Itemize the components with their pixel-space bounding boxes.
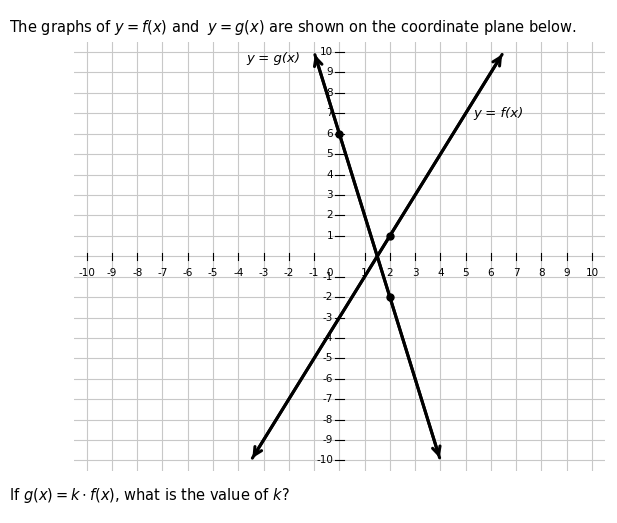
- Text: 4: 4: [437, 267, 444, 278]
- Text: -1: -1: [309, 267, 319, 278]
- Text: -5: -5: [208, 267, 218, 278]
- Text: 1: 1: [326, 231, 333, 241]
- Text: -7: -7: [323, 394, 333, 404]
- Text: -9: -9: [107, 267, 117, 278]
- Text: -8: -8: [323, 415, 333, 425]
- Text: -3: -3: [259, 267, 269, 278]
- Text: -8: -8: [132, 267, 143, 278]
- Text: -3: -3: [323, 313, 333, 323]
- Text: -10: -10: [78, 267, 95, 278]
- Text: 2: 2: [387, 267, 393, 278]
- Text: 6: 6: [326, 129, 333, 139]
- Text: 10: 10: [320, 47, 333, 57]
- Text: 9: 9: [563, 267, 570, 278]
- Text: -9: -9: [323, 435, 333, 445]
- Text: 7: 7: [513, 267, 520, 278]
- Text: 3: 3: [326, 190, 333, 200]
- Text: 1: 1: [362, 267, 368, 278]
- Text: -6: -6: [183, 267, 193, 278]
- Text: -5: -5: [323, 354, 333, 363]
- Text: -4: -4: [323, 333, 333, 343]
- Text: 5: 5: [326, 149, 333, 159]
- Text: -4: -4: [233, 267, 244, 278]
- Text: 10: 10: [586, 267, 598, 278]
- Text: -7: -7: [157, 267, 168, 278]
- Text: 9: 9: [326, 67, 333, 77]
- Text: 0: 0: [326, 267, 333, 278]
- Text: 8: 8: [538, 267, 545, 278]
- Text: 3: 3: [412, 267, 418, 278]
- Text: If $g(x) = k \cdot f(x)$, what is the value of $k$?: If $g(x) = k \cdot f(x)$, what is the va…: [9, 486, 290, 505]
- Text: y = g(x): y = g(x): [246, 52, 300, 65]
- Text: y = f(x): y = f(x): [473, 107, 523, 120]
- Text: 2: 2: [326, 210, 333, 220]
- Text: 4: 4: [326, 169, 333, 179]
- Text: -1: -1: [323, 271, 333, 282]
- Text: -2: -2: [284, 267, 294, 278]
- Text: -2: -2: [323, 292, 333, 302]
- Text: 6: 6: [487, 267, 494, 278]
- Text: The graphs of $y = f(x)$ and  $y = g(x)$ are shown on the coordinate plane below: The graphs of $y = f(x)$ and $y = g(x)$ …: [9, 18, 577, 37]
- Text: -6: -6: [323, 374, 333, 384]
- Text: -10: -10: [316, 456, 333, 465]
- Text: 7: 7: [326, 108, 333, 118]
- Text: 8: 8: [326, 88, 333, 98]
- Text: 5: 5: [462, 267, 469, 278]
